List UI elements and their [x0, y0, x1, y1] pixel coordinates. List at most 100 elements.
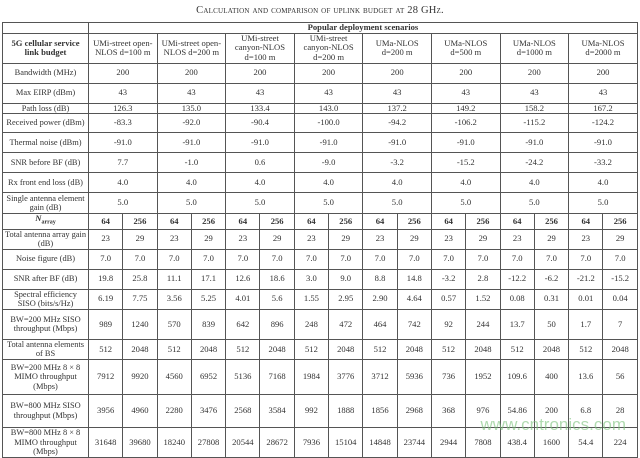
table-cell: 256 [190, 213, 227, 230]
table-row: BW=200 MHz 8 × 8 MIMO throughput (Mbps) 7… [2, 359, 638, 396]
table-cell: 7.0 [328, 248, 364, 270]
table-cell: 4.0 [156, 172, 227, 194]
table-cell: 200 [156, 62, 227, 84]
table-cell: 23 [156, 228, 192, 250]
table-cell: 149.2 [430, 102, 501, 115]
table-cell: 23 [225, 228, 261, 250]
table-cell: 2048 [602, 338, 638, 361]
row-label: Bandwidth (MHz) [2, 62, 89, 84]
table-cell: 7.0 [259, 248, 295, 270]
table-cell: -15.2 [430, 152, 501, 174]
table-cell: -100.0 [293, 113, 364, 134]
table-row: Total antenna elements of BS 512 2048 512 20… [2, 338, 638, 361]
table-cell: -33.2 [568, 152, 638, 174]
row-label: Rx front end loss (dB) [2, 172, 89, 194]
table-cell: 29 [190, 228, 227, 250]
table-cell: 989 [87, 308, 124, 340]
table-cell: -3.2 [362, 152, 432, 174]
table-cell: 2048 [328, 338, 364, 361]
narray-subscript: array [41, 219, 56, 226]
table-cell: 7936 [293, 427, 330, 458]
table-cell: 2048 [533, 338, 570, 361]
table-cell: 0.01 [568, 288, 604, 310]
table-cell: -91.0 [225, 132, 295, 154]
table-cell: 64 [499, 213, 535, 230]
table-cell: -24.2 [499, 152, 570, 174]
table-cell: 3.0 [293, 268, 330, 290]
table-row: Single antenna element gain (dB) 5.0 5.0 5.… [2, 192, 638, 215]
group-header-row: Popular deployment scenarios [2, 22, 638, 34]
table-cell: 4.0 [88, 172, 158, 194]
row-label: Max EIRP (dBm) [2, 82, 89, 104]
table-cell: 512 [293, 338, 330, 361]
table-cell: 976 [465, 394, 501, 429]
table-cell: 7.0 [156, 248, 192, 270]
table-cell: 2280 [156, 394, 192, 429]
table-cell: 7.0 [122, 248, 158, 270]
table-cell: 642 [225, 308, 261, 340]
table-cell: 14.8 [396, 268, 432, 290]
table-cell: 23744 [396, 427, 432, 458]
table-cell: 13.6 [568, 359, 604, 396]
table-cell: -91.0 [293, 132, 364, 154]
table-cell: 64 [293, 213, 330, 230]
table-cell: 18240 [156, 427, 192, 458]
table-cell: 18.6 [259, 268, 295, 290]
table-cell: 7 [602, 308, 638, 340]
table-cell: 23 [293, 228, 330, 250]
table-cell: 92 [430, 308, 467, 340]
table-cell: 2048 [122, 338, 158, 361]
table-cell: 256 [259, 213, 295, 230]
table-cell: 1856 [362, 394, 398, 429]
table-cell: 7.0 [568, 248, 604, 270]
table-cell: 29 [396, 228, 432, 250]
table-cell: 570 [156, 308, 192, 340]
table-cell: 7912 [87, 359, 124, 396]
table-cell: 17.1 [190, 268, 227, 290]
table-cell: 7168 [259, 359, 295, 396]
table-cell: 5.0 [225, 192, 295, 215]
table-cell: 20544 [225, 427, 261, 458]
table-cell: 200 [88, 62, 158, 84]
table-cell: 8.8 [362, 268, 398, 290]
table-cell: 12.6 [225, 268, 261, 290]
row-label: Narray [2, 213, 89, 230]
table-cell: 3.56 [156, 288, 192, 310]
scenario-header: UMi-street canyon-NLOS d=200 m [293, 32, 364, 64]
table-cell: 23 [499, 228, 535, 250]
table-cell: 1952 [465, 359, 501, 396]
table-cell: 200 [225, 62, 295, 84]
table-cell: -91.0 [430, 132, 501, 154]
table-cell: 19.8 [87, 268, 124, 290]
table-cell: 368 [430, 394, 467, 429]
table-cell: 512 [225, 338, 261, 361]
table-cell: 9.0 [328, 268, 364, 290]
table-cell: 200 [568, 62, 638, 84]
table-cell: 5.6 [259, 288, 295, 310]
table-row: Received power (dBm) -83.3 -92.0 -90.4 -100.… [2, 113, 638, 134]
table-cell: -115.2 [499, 113, 570, 134]
table-cell: 1.7 [568, 308, 604, 340]
table-cell: 5.25 [190, 288, 227, 310]
table-cell: 200 [293, 62, 364, 84]
table-cell: 4.0 [568, 172, 638, 194]
table-cell: 200 [430, 62, 501, 84]
table-cell: 1984 [293, 359, 330, 396]
table-cell: 9920 [122, 359, 158, 396]
table-cell: 736 [430, 359, 467, 396]
table-cell: 7.7 [88, 152, 158, 174]
table-cell: 244 [465, 308, 501, 340]
table-cell: 6.19 [87, 288, 124, 310]
table-cell: 27808 [190, 427, 227, 458]
table-cell: 7.0 [533, 248, 570, 270]
table-cell: 7.0 [225, 248, 261, 270]
table-cell: 7.0 [602, 248, 638, 270]
table-cell: -106.2 [430, 113, 501, 134]
row-label: Single antenna element gain (dB) [2, 192, 89, 215]
table-cell: 1888 [328, 394, 364, 429]
table-cell: 43 [156, 82, 227, 104]
table-cell: 4560 [156, 359, 192, 396]
table-cell: 2.95 [328, 288, 364, 310]
table-cell: 43 [568, 82, 638, 104]
scenario-header: UMi-street open-NLOS d=100 m [88, 32, 158, 64]
